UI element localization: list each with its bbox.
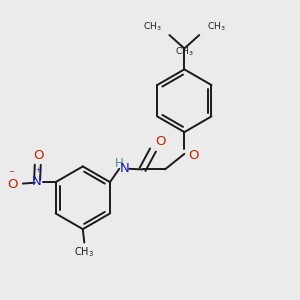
Text: O: O xyxy=(188,149,199,162)
Text: CH$_3$: CH$_3$ xyxy=(175,46,194,58)
Text: CH$_3$: CH$_3$ xyxy=(143,20,162,33)
Text: N: N xyxy=(120,162,129,175)
Text: H: H xyxy=(114,157,123,170)
Text: $^+$: $^+$ xyxy=(34,167,42,177)
Text: O: O xyxy=(155,135,165,148)
Text: O: O xyxy=(33,149,44,162)
Text: CH$_3$: CH$_3$ xyxy=(207,20,225,33)
Text: N: N xyxy=(32,175,42,188)
Text: CH$_3$: CH$_3$ xyxy=(74,246,94,260)
Text: $^-$: $^-$ xyxy=(7,169,16,179)
Text: O: O xyxy=(7,178,17,191)
